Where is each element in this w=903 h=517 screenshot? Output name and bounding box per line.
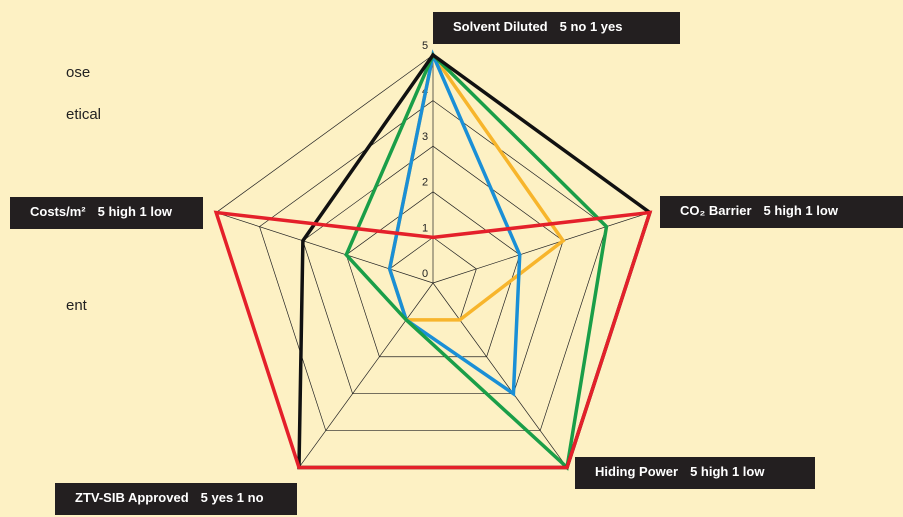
- series-line: [213, 210, 653, 470]
- axis-label-box: [660, 196, 903, 228]
- axis-label-box: [433, 12, 680, 44]
- axis-label: CO₂ Barrier 5 high 1 low: [680, 203, 839, 218]
- grid-ring: [259, 100, 607, 431]
- axis-label: Hiding Power 5 high 1 low: [595, 464, 765, 479]
- axis-scale: 5 no 1 yes: [560, 19, 623, 34]
- axis-label-box: [10, 197, 203, 229]
- side-text: etical: [66, 106, 101, 123]
- ring-label: 0: [422, 268, 428, 280]
- grid-ring: [345, 191, 521, 358]
- spoke: [216, 212, 434, 284]
- spoke: [432, 282, 568, 468]
- spoke: [432, 212, 650, 284]
- axis-scale: 5 high 1 low: [690, 464, 765, 479]
- ring-label: 5: [422, 40, 428, 52]
- ring-label: 1: [422, 222, 428, 234]
- axis-name: CO₂ Barrier: [680, 203, 752, 218]
- axis-name: Hiding Power: [595, 464, 678, 479]
- side-text: ose: [66, 64, 90, 81]
- axis-name: ZTV-SIB Approved: [75, 490, 189, 505]
- series-line: [344, 51, 609, 471]
- axis-name: Costs/m²: [30, 204, 86, 219]
- axis-label: Costs/m² 5 high 1 low: [30, 204, 173, 219]
- axis-scale: 5 yes 1 no: [201, 490, 264, 505]
- side-text: ent: [66, 297, 88, 314]
- axis-label: Solvent Diluted 5 no 1 yes: [453, 19, 623, 34]
- axis-name: Solvent Diluted: [453, 19, 548, 34]
- spoke: [298, 282, 434, 468]
- axis-scale: 5 high 1 low: [98, 204, 173, 219]
- ring-label: 3: [422, 131, 428, 143]
- ring-label: 2: [422, 177, 428, 189]
- axis-scale: 5 high 1 low: [764, 203, 839, 218]
- axis-label-box: [575, 457, 815, 489]
- axis-label-box: [55, 483, 297, 515]
- axis-label: ZTV-SIB Approved 5 yes 1 no: [75, 490, 264, 505]
